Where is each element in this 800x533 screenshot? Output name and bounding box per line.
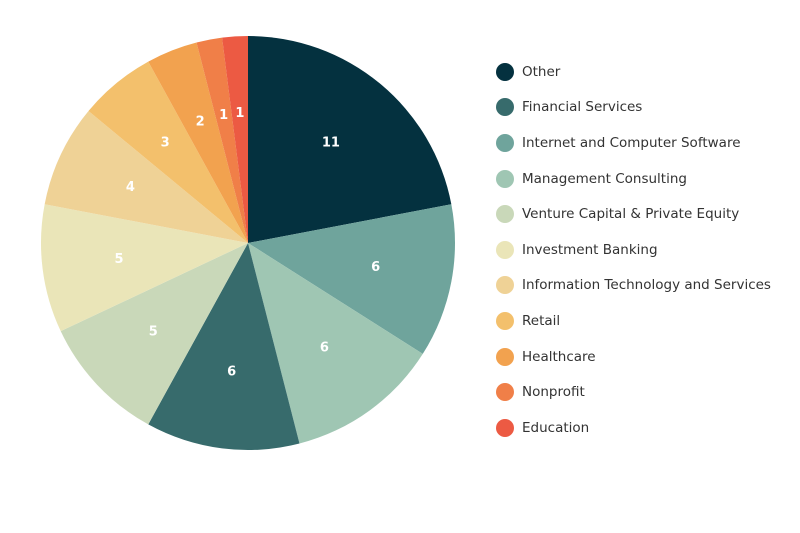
slice-value-label-8: 2	[196, 115, 205, 130]
slice-value-label-9: 1	[219, 108, 228, 123]
pie-slice-0	[248, 36, 452, 243]
legend-swatch	[496, 62, 514, 81]
slice-value-label-2: 6	[320, 341, 329, 356]
pie-slice-8	[148, 42, 248, 244]
legend-swatch	[496, 98, 514, 117]
pie-slice-1	[248, 204, 455, 354]
slice-value-label-1: 6	[371, 260, 380, 275]
legend-item: Management Consulting	[496, 161, 771, 197]
legend-item: Other	[496, 54, 771, 90]
legend-swatch	[496, 133, 514, 152]
legend-label: Education	[522, 419, 590, 436]
legend-label: Management Consulting	[522, 170, 687, 187]
slice-value-label-4: 5	[149, 324, 158, 339]
pie-slice-9	[196, 37, 248, 243]
legend-label: Financial Services	[522, 99, 643, 116]
legend-label: Information Technology and Services	[522, 277, 771, 294]
legend-swatch	[496, 276, 514, 295]
legend-item: Internet and Computer Software	[496, 125, 771, 161]
legend-label: Investment Banking	[522, 241, 658, 258]
pie-slice-6	[44, 111, 249, 243]
legend-item: Financial Services	[496, 90, 771, 126]
legend-item: Retail	[496, 303, 771, 339]
legend-item: Venture Capital & Private Equity	[496, 196, 771, 232]
pie-slices	[41, 36, 455, 450]
legend-item: Nonprofit	[496, 374, 771, 410]
chart-legend: Other Financial Services Internet and Comp…	[496, 54, 771, 446]
pie-slice-10	[222, 36, 248, 243]
slice-value-label-0: 11	[322, 135, 340, 150]
pie-slice-5	[41, 204, 248, 332]
pie-slice-7	[88, 61, 249, 243]
legend-item: Investment Banking	[496, 232, 771, 268]
legend-label: Other	[522, 63, 561, 80]
legend-swatch	[496, 418, 514, 437]
legend-item: Education	[496, 410, 771, 446]
legend-label: Internet and Computer Software	[522, 134, 741, 151]
legend-swatch	[496, 240, 514, 259]
legend-item: Healthcare	[496, 339, 771, 375]
slice-value-label-10: 1	[235, 106, 244, 121]
legend-swatch	[496, 311, 514, 330]
pie-slice-3	[148, 243, 300, 450]
pie-slice-2	[248, 243, 423, 444]
legend-label: Healthcare	[522, 348, 596, 365]
slice-value-label-3: 6	[227, 364, 236, 379]
legend-swatch	[496, 383, 514, 402]
legend-label: Venture Capital & Private Equity	[522, 206, 740, 223]
legend-label: Retail	[522, 312, 561, 329]
legend-swatch	[496, 205, 514, 224]
legend-swatch	[496, 169, 514, 188]
pie-slice-4	[60, 243, 248, 425]
slice-value-label-7: 3	[161, 135, 170, 150]
slice-value-label-5: 5	[115, 252, 124, 267]
legend-label: Nonprofit	[522, 384, 585, 401]
slice-value-label-6: 4	[126, 180, 135, 195]
legend-swatch	[496, 347, 514, 366]
legend-item: Information Technology and Services	[496, 268, 771, 304]
